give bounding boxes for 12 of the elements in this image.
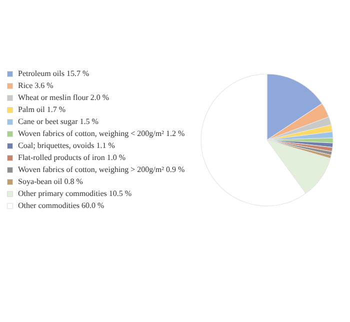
legend-label: Other primary commodities 10.5 %: [18, 189, 132, 198]
legend-label: Woven fabrics of cotton, weighing < 200g/m² 1.2 %: [18, 129, 186, 138]
legend-label: Rice 3.6 %: [18, 81, 54, 90]
legend-label: Soya-bean oil 0.8 %: [18, 177, 84, 186]
legend-label: Cane or beet sugar 1.5 %: [18, 117, 99, 126]
legend-label: Palm oil 1.7 %: [18, 105, 66, 114]
legend-label: Wheat or meslin flour 2.0 %: [18, 93, 110, 102]
legend-label: Flat-rolled products of iron 1.0 %: [18, 153, 126, 162]
legend-label: Coal; briquettes, ovoids 1.1 %: [18, 141, 116, 150]
legend-label: Petroleum oils 15.7 %: [18, 69, 90, 78]
legend-label: Woven fabrics of cotton, weighing > 200g/m² 0.9 %: [18, 165, 186, 174]
legend-label: Other commodities 60.0 %: [18, 201, 105, 210]
